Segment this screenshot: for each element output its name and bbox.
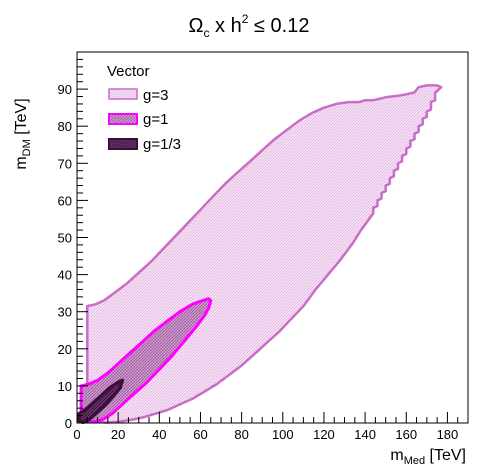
legend-label-g1: g=1 bbox=[143, 111, 168, 128]
y-tick-label: 20 bbox=[58, 342, 72, 357]
legend-entry-g13: g=1/3 bbox=[108, 136, 181, 153]
title-sub: c bbox=[204, 26, 210, 40]
title-tail: ≤ 0.12 bbox=[248, 15, 309, 37]
x-axis-title-unit: [TeV] bbox=[425, 447, 466, 464]
series-layer bbox=[77, 84, 443, 425]
legend-entry-g1: g=1 bbox=[108, 111, 168, 128]
title-main: Ω bbox=[189, 15, 204, 37]
x-tick-label: 20 bbox=[111, 427, 125, 442]
x-tick-label: 0 bbox=[73, 427, 80, 442]
legend-swatch-g13 bbox=[108, 138, 138, 150]
y-tick-label: 80 bbox=[58, 119, 72, 134]
title-sup: 2 bbox=[242, 12, 249, 26]
x-tick-label: 180 bbox=[437, 427, 459, 442]
y-tick-label: 30 bbox=[58, 305, 72, 320]
legend-swatch-g3 bbox=[108, 88, 138, 100]
y-tick-label: 50 bbox=[58, 231, 72, 246]
y-tick-label: 60 bbox=[58, 193, 72, 208]
legend-swatch-g1 bbox=[108, 113, 138, 125]
axis-layer: 0 20 40 60 80 100 120 140 160 180 0 10 20 30 40 50 60 70 8… bbox=[58, 51, 469, 442]
x-tick-label: 100 bbox=[272, 427, 294, 442]
y-tick-label: 90 bbox=[58, 82, 72, 97]
x-axis-title-sub: Med bbox=[404, 455, 425, 467]
x-tick-label: 80 bbox=[234, 427, 248, 442]
chart-title: Ωc x h2 ≤ 0.12 bbox=[189, 12, 310, 40]
x-tick-label: 120 bbox=[313, 427, 335, 442]
legend-title: Vector bbox=[107, 63, 150, 80]
x-axis-title-main: m bbox=[390, 447, 403, 464]
y-axis-title-main: m bbox=[13, 156, 30, 169]
y-axis-title-unit: [TeV] bbox=[13, 98, 30, 139]
y-tick-label: 70 bbox=[58, 156, 72, 171]
legend-label-g3: g=3 bbox=[143, 87, 168, 104]
y-tick-label: 10 bbox=[58, 379, 72, 394]
x-axis-title: mMed [TeV] bbox=[390, 447, 466, 467]
legend-entry-g3: g=3 bbox=[108, 87, 168, 104]
y-axis-title: mDM [TeV] bbox=[13, 98, 33, 169]
x-tick-label: 60 bbox=[193, 427, 207, 442]
y-tick-label: 0 bbox=[65, 416, 72, 431]
series-area-g13 bbox=[77, 378, 125, 425]
x-tick-label: 40 bbox=[152, 427, 166, 442]
y-axis-title-sub: DM bbox=[21, 139, 33, 156]
title-mid: x h bbox=[210, 15, 242, 37]
y-tick-label: 40 bbox=[58, 268, 72, 283]
legend-label-g13: g=1/3 bbox=[143, 136, 181, 153]
x-tick-label: 160 bbox=[395, 427, 417, 442]
legend: Vector g=3 g=1 g=1/3 bbox=[107, 63, 181, 153]
x-tick-label: 140 bbox=[354, 427, 376, 442]
